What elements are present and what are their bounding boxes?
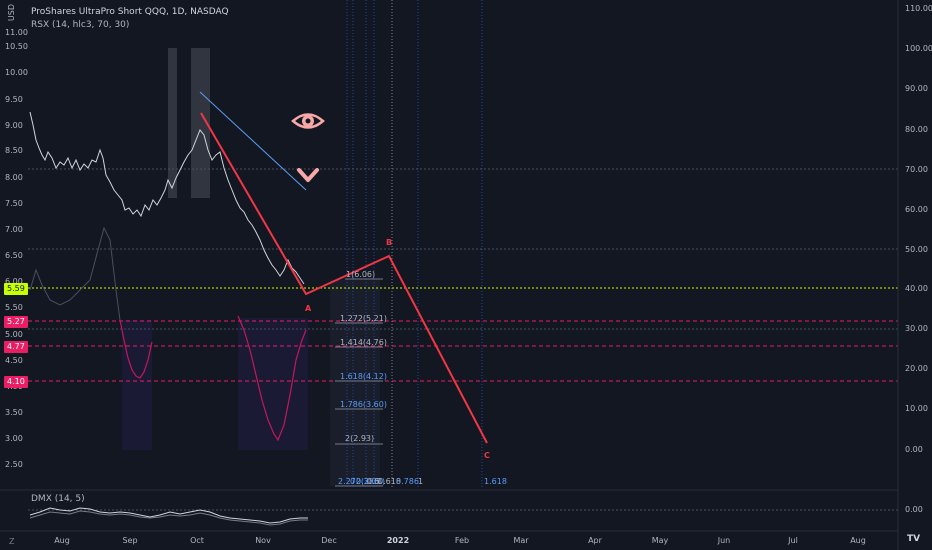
right-tick: 70.00 xyxy=(905,165,928,174)
dmx-line-1 xyxy=(29,507,308,524)
wave-c-label: C xyxy=(484,451,490,460)
fib-level-label: 1.414(4.76) xyxy=(340,338,387,347)
left-tick: 2.50 xyxy=(5,460,23,469)
left-tick: 4.50 xyxy=(5,356,23,365)
right-tick: 0.00 xyxy=(905,445,923,454)
rsx-indicator-label[interactable]: RSX (14, hlc3, 70, 30) xyxy=(31,20,130,30)
dmx-indicator-label[interactable]: DMX (14, 5) xyxy=(31,494,85,504)
tradingview-logo[interactable]: TV xyxy=(907,534,921,544)
fib-time-label: 0 xyxy=(350,477,356,486)
rsx-line xyxy=(119,319,153,379)
fib-time-label: 0.5 xyxy=(367,477,380,486)
left-tick: 10.50 xyxy=(5,42,28,51)
x-axis-label: Aug xyxy=(54,536,70,545)
left-tick: 3.50 xyxy=(5,408,23,417)
left-tick: 6.50 xyxy=(5,251,23,260)
fib-zone xyxy=(330,280,380,486)
right-tick: 60.00 xyxy=(905,205,928,214)
left-tick: 10.00 xyxy=(5,68,28,77)
candles xyxy=(29,111,305,285)
currency-label: USD xyxy=(7,4,16,22)
dmx-right-tick: 0.00 xyxy=(905,505,923,514)
chart-title[interactable]: ProShares UltraPro Short QQQ, 1D, NASDAQ xyxy=(31,7,229,17)
x-axis-label: Oct xyxy=(190,536,204,545)
rsx-grey-line xyxy=(29,226,121,321)
x-axis-label: Aug xyxy=(850,536,866,545)
left-tick: 8.50 xyxy=(5,146,23,155)
fib-time-label: 0.618 xyxy=(378,477,401,486)
right-tick: 20.00 xyxy=(905,364,928,373)
x-axis-label-year: 2022 xyxy=(386,536,410,545)
right-tick: 30.00 xyxy=(905,324,928,333)
price-badge-3: 4.10 xyxy=(4,376,28,388)
chevron-down-icon xyxy=(297,168,319,182)
eye-icon xyxy=(291,113,325,129)
right-tick: 40.00 xyxy=(905,284,928,293)
fib-time-label: 1 xyxy=(418,477,424,486)
fib-level-label: 1.272(5.21) xyxy=(340,314,387,323)
price-badge-2: 4.77 xyxy=(4,341,28,353)
right-tick: 100.00 xyxy=(905,44,932,53)
x-axis-label: May xyxy=(651,536,669,545)
rsx-oversold-zone-2 xyxy=(238,318,308,450)
highlight-bar-2 xyxy=(191,48,210,198)
x-axis-label: Mar xyxy=(513,536,529,545)
x-axis-label: Nov xyxy=(255,536,271,545)
left-tick: 7.50 xyxy=(5,199,23,208)
right-tick: 10.00 xyxy=(905,404,928,413)
fib-level-label: 1.786(3.60) xyxy=(340,400,387,409)
right-tick: 80.00 xyxy=(905,125,928,134)
x-axis-label: Jun xyxy=(717,536,731,545)
trend-line xyxy=(199,91,307,191)
left-tick: 6.00 xyxy=(5,277,23,286)
x-axis-label: Dec xyxy=(321,536,337,545)
x-axis-label: Jul xyxy=(788,536,798,545)
rsx-oversold-zone-1 xyxy=(122,320,152,450)
price-badge-1: 5.27 xyxy=(4,316,28,328)
right-tick: 90.00 xyxy=(905,84,928,93)
fib-level-label: 1(6.06) xyxy=(346,270,376,279)
left-tick: 3.00 xyxy=(5,434,23,443)
timezone-button[interactable]: Z xyxy=(9,537,15,546)
left-tick: 5.50 xyxy=(5,303,23,312)
left-tick-top: 11.00 xyxy=(5,28,28,37)
fib-level-label: 2(2.93) xyxy=(345,434,375,443)
fib-level-label: 1.618(4.12) xyxy=(340,372,387,381)
x-axis-label: Sep xyxy=(122,536,138,545)
left-tick: 8.00 xyxy=(5,173,23,182)
left-tick: 9.50 xyxy=(5,95,23,104)
right-tick: 50.00 xyxy=(905,245,928,254)
highlight-bar-1 xyxy=(168,48,177,198)
wave-abc-line xyxy=(200,112,488,444)
dmx-line-2 xyxy=(29,510,308,526)
left-tick: 7.00 xyxy=(5,225,23,234)
left-tick: 5.00 xyxy=(5,330,23,339)
left-tick: 9.00 xyxy=(5,121,23,130)
x-axis-label: Feb xyxy=(454,536,470,545)
fib-level-label: 2.272(2.08) xyxy=(338,477,385,486)
wave-b-label: B xyxy=(386,238,393,247)
right-tick: 110.00 xyxy=(905,4,932,13)
current-price-badge: 5.59 xyxy=(4,283,28,295)
fib-time-label: 1.618 xyxy=(484,477,507,486)
x-axis-label: Apr xyxy=(588,536,602,545)
fib-time-label: 0.386 xyxy=(356,477,379,486)
rsx-line-2 xyxy=(237,315,307,442)
wave-a-label: A xyxy=(305,304,312,313)
fib-time-label: 0.786 xyxy=(396,477,419,486)
